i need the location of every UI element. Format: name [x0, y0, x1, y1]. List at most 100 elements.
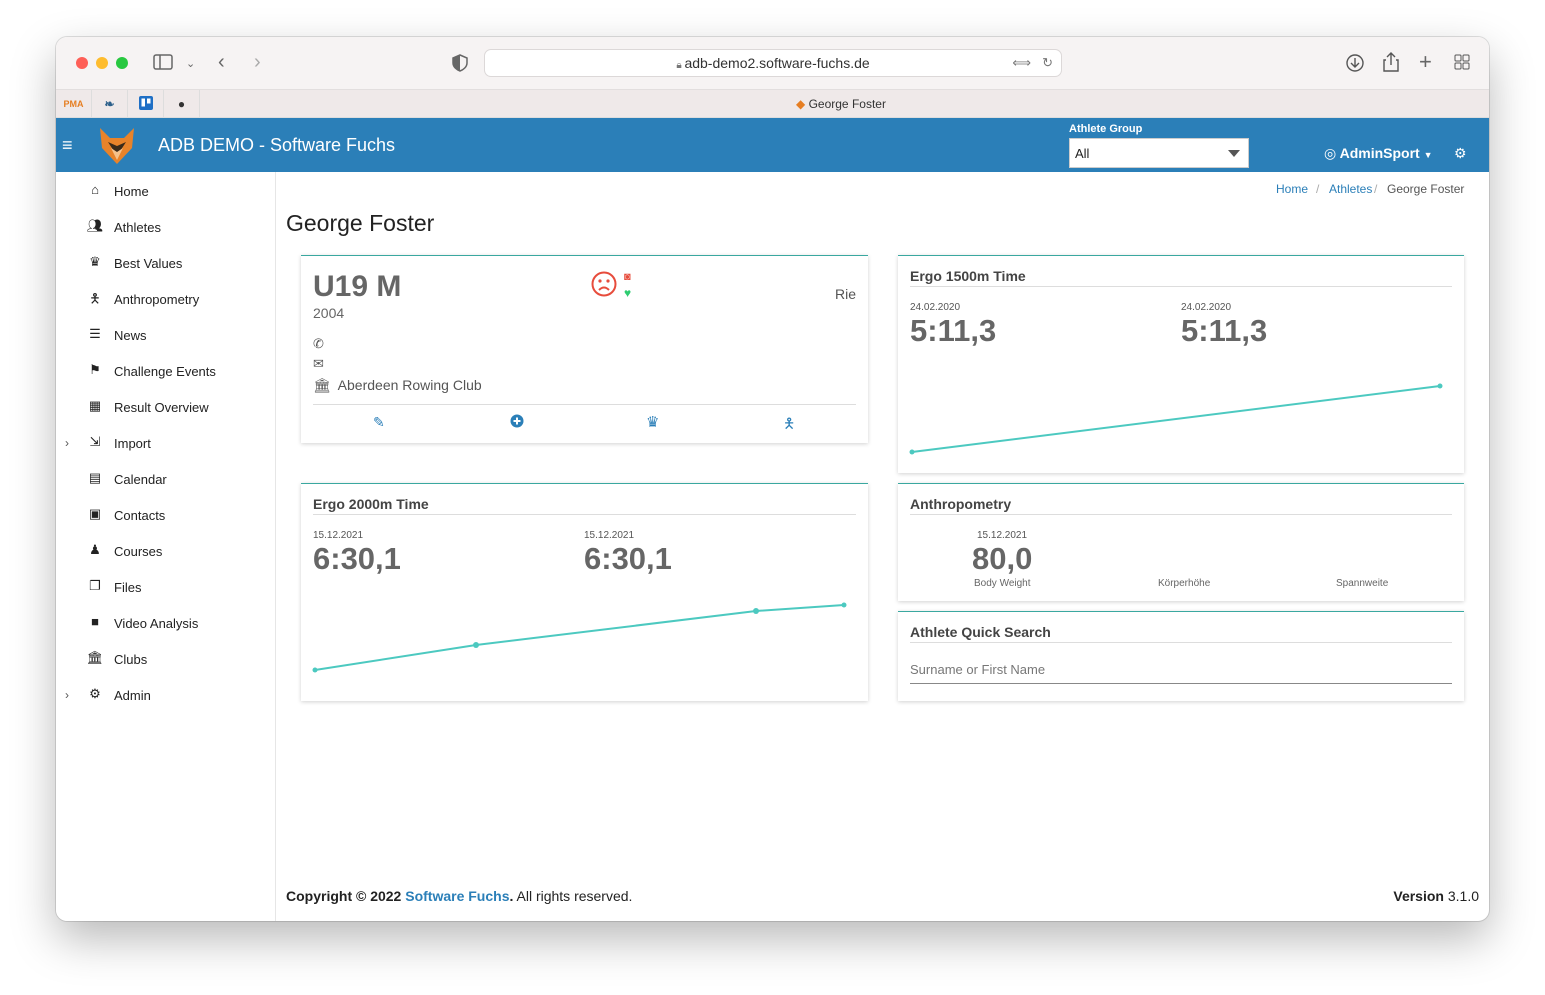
sidebar-item-video-analysis[interactable]: ■ Video Analysis — [56, 604, 276, 640]
trello-icon — [138, 95, 153, 113]
envelope-icon[interactable]: ✉ — [313, 356, 324, 371]
active-tab[interactable]: ◆ George Foster — [796, 97, 886, 111]
forward-icon[interactable]: › — [254, 51, 261, 73]
breadcrumb-athletes[interactable]: Athletes — [1329, 182, 1373, 196]
trophy-icon[interactable]: ♛ — [646, 414, 660, 431]
shield-icon[interactable] — [452, 54, 468, 76]
version-label: Version — [1393, 888, 1444, 904]
tab-overview-icon[interactable] — [1454, 54, 1470, 74]
sidebar-item-files[interactable]: ❐ Files — [56, 568, 276, 604]
athlete-category: U19 M — [313, 270, 402, 303]
home-icon: ⌂ — [91, 182, 99, 197]
reload-icon[interactable]: ↻ — [1042, 55, 1053, 70]
pinned-tab-apple[interactable]: ● — [164, 90, 200, 118]
files-icon: ❐ — [89, 578, 101, 593]
table-icon: ▦ — [88, 398, 102, 413]
breadcrumb-home[interactable]: Home — [1276, 182, 1309, 196]
heartbeat-icon[interactable]: ♥ — [624, 286, 632, 300]
athlete-group-select[interactable]: All — [1069, 138, 1249, 168]
card-title: Anthropometry — [910, 496, 1452, 515]
sidebar-item-import[interactable]: › ⇲ Import — [56, 424, 276, 460]
footer-version: Version 3.1.0 — [1393, 888, 1479, 904]
trophy-icon: ♛ — [89, 254, 101, 269]
athlete-year: 2004 — [313, 305, 345, 321]
ergo-2000-sparkline — [312, 602, 847, 673]
sidebar-item-best-values[interactable]: ♛ Best Values — [56, 244, 276, 280]
club-name[interactable]: Aberdeen Rowing Club — [337, 377, 482, 393]
fox-logo-icon[interactable] — [98, 126, 136, 166]
sidebar-toggle-icon[interactable] — [153, 54, 173, 74]
address-bar[interactable]: 🔒︎ adb-demo2.software-fuchs.de ⟺ ↻ — [484, 49, 1062, 77]
flag-icon: ⚑ — [89, 362, 101, 377]
menu-icon[interactable]: ≡ — [62, 135, 73, 155]
pinned-tab-2[interactable]: ❧ — [92, 90, 128, 118]
athlete-search-input[interactable]: Surname or First Name — [910, 662, 1452, 684]
download-icon[interactable] — [1346, 54, 1364, 76]
athlete-group-value: All — [1075, 146, 1090, 161]
pinned-tab-trello[interactable] — [128, 90, 164, 118]
sidebar-item-admin[interactable]: › ⚙ Admin — [56, 676, 276, 712]
height-label: Körperhöhe — [1158, 578, 1211, 589]
video-icon: ■ — [91, 614, 99, 629]
camera-icon[interactable]: ◙ — [624, 271, 631, 283]
tab-bar: PMA ❧ ● ◆ George Foster — [56, 90, 1489, 118]
settings-cogs-icon[interactable]: ⚙ — [1454, 145, 1467, 161]
lock-icon: 🔒︎ — [676, 60, 685, 71]
latest-value: 6:30,1 — [313, 541, 401, 576]
ergo-1500-sparkline — [909, 383, 1443, 455]
athlete-profile-card: U19 M 2004 ◙ ♥ Rie ✆ ✉ 🏛︎ Aberdeen Rowin… — [301, 255, 868, 443]
sidebar-item-contacts[interactable]: ▣ Contacts — [56, 496, 276, 532]
latest-value: 5:11,3 — [910, 313, 997, 348]
user-name: AdminSport — [1339, 145, 1420, 161]
sidebar-item-athletes[interactable]: 👥︎ Athletes — [56, 208, 276, 244]
phone-icon[interactable]: ✆ — [313, 336, 324, 351]
latest-date: 15.12.2021 — [313, 530, 364, 541]
zoom-window-button[interactable] — [116, 57, 128, 69]
sidebar-item-result-overview[interactable]: ▦ Result Overview — [56, 388, 276, 424]
minimize-window-button[interactable] — [96, 57, 108, 69]
sad-face-icon[interactable] — [591, 271, 617, 302]
sidebar-item-label: Video Analysis — [114, 616, 199, 631]
copyright-text: Copyright © 2022 — [286, 888, 402, 904]
add-circle-icon[interactable] — [510, 414, 524, 433]
user-menu[interactable]: ◎ AdminSport ▼ — [1324, 145, 1433, 162]
breadcrumb-separator: / — [1374, 182, 1378, 196]
app-header: ≡ ADB DEMO - Software Fuchs Athlete Grou… — [56, 118, 1489, 172]
users-icon: 👥︎ — [86, 218, 104, 233]
sidebar-item-label: Challenge Events — [114, 364, 216, 379]
close-window-button[interactable] — [76, 57, 88, 69]
person-icon[interactable]: 🯅 — [783, 415, 796, 431]
sidebar-item-label: Home — [114, 184, 149, 199]
bank-icon: 🏛︎ — [86, 650, 104, 665]
sidebar-item-label: Best Values — [114, 256, 183, 271]
company-link[interactable]: Software Fuchs — [405, 888, 510, 904]
arm-span-label: Spannweite — [1336, 578, 1389, 589]
divider — [313, 404, 856, 405]
sidebar-item-calendar[interactable]: ▤ Calendar — [56, 460, 276, 496]
breadcrumb-current: George Foster — [1387, 182, 1465, 196]
sidebar-item-news[interactable]: ☰ News — [56, 316, 276, 352]
pinned-tab-pma[interactable]: PMA — [56, 90, 92, 118]
sidebar-item-clubs[interactable]: 🏛︎ Clubs — [56, 640, 276, 676]
chevron-down-icon[interactable]: ⌄ — [186, 58, 196, 70]
translate-icon[interactable]: ⟺ — [1012, 55, 1031, 70]
body-weight-value: 80,0 — [972, 541, 1033, 576]
edit-icon[interactable]: ✎ — [373, 414, 385, 430]
card-title: Ergo 1500m Time — [910, 268, 1452, 287]
caret-down-icon: ▼ — [1423, 150, 1433, 160]
share-icon[interactable] — [1383, 52, 1399, 76]
new-tab-icon[interactable]: + — [1419, 49, 1432, 74]
athlete-group-label: Athlete Group — [1069, 123, 1143, 135]
ergo-1500-card: Ergo 1500m Time 24.02.2020 5:11,3 24.02.… — [898, 255, 1464, 473]
tab-title: George Foster — [808, 97, 886, 111]
chevron-right-icon[interactable]: › — [65, 688, 69, 702]
sidebar-item-challenge-events[interactable]: ⚑ Challenge Events — [56, 352, 276, 388]
version-number: 3.1.0 — [1447, 888, 1479, 904]
sidebar-item-label: Result Overview — [114, 400, 209, 415]
back-icon[interactable]: ‹ — [218, 51, 225, 73]
chevron-right-icon[interactable]: › — [65, 436, 69, 450]
sidebar-item-home[interactable]: ⌂ Home — [56, 172, 276, 208]
sidebar-item-courses[interactable]: ♟ Courses — [56, 532, 276, 568]
sidebar-item-anthropometry[interactable]: 🯅 Anthropometry — [56, 280, 276, 316]
brand-title[interactable]: ADB DEMO - Software Fuchs — [158, 135, 396, 155]
